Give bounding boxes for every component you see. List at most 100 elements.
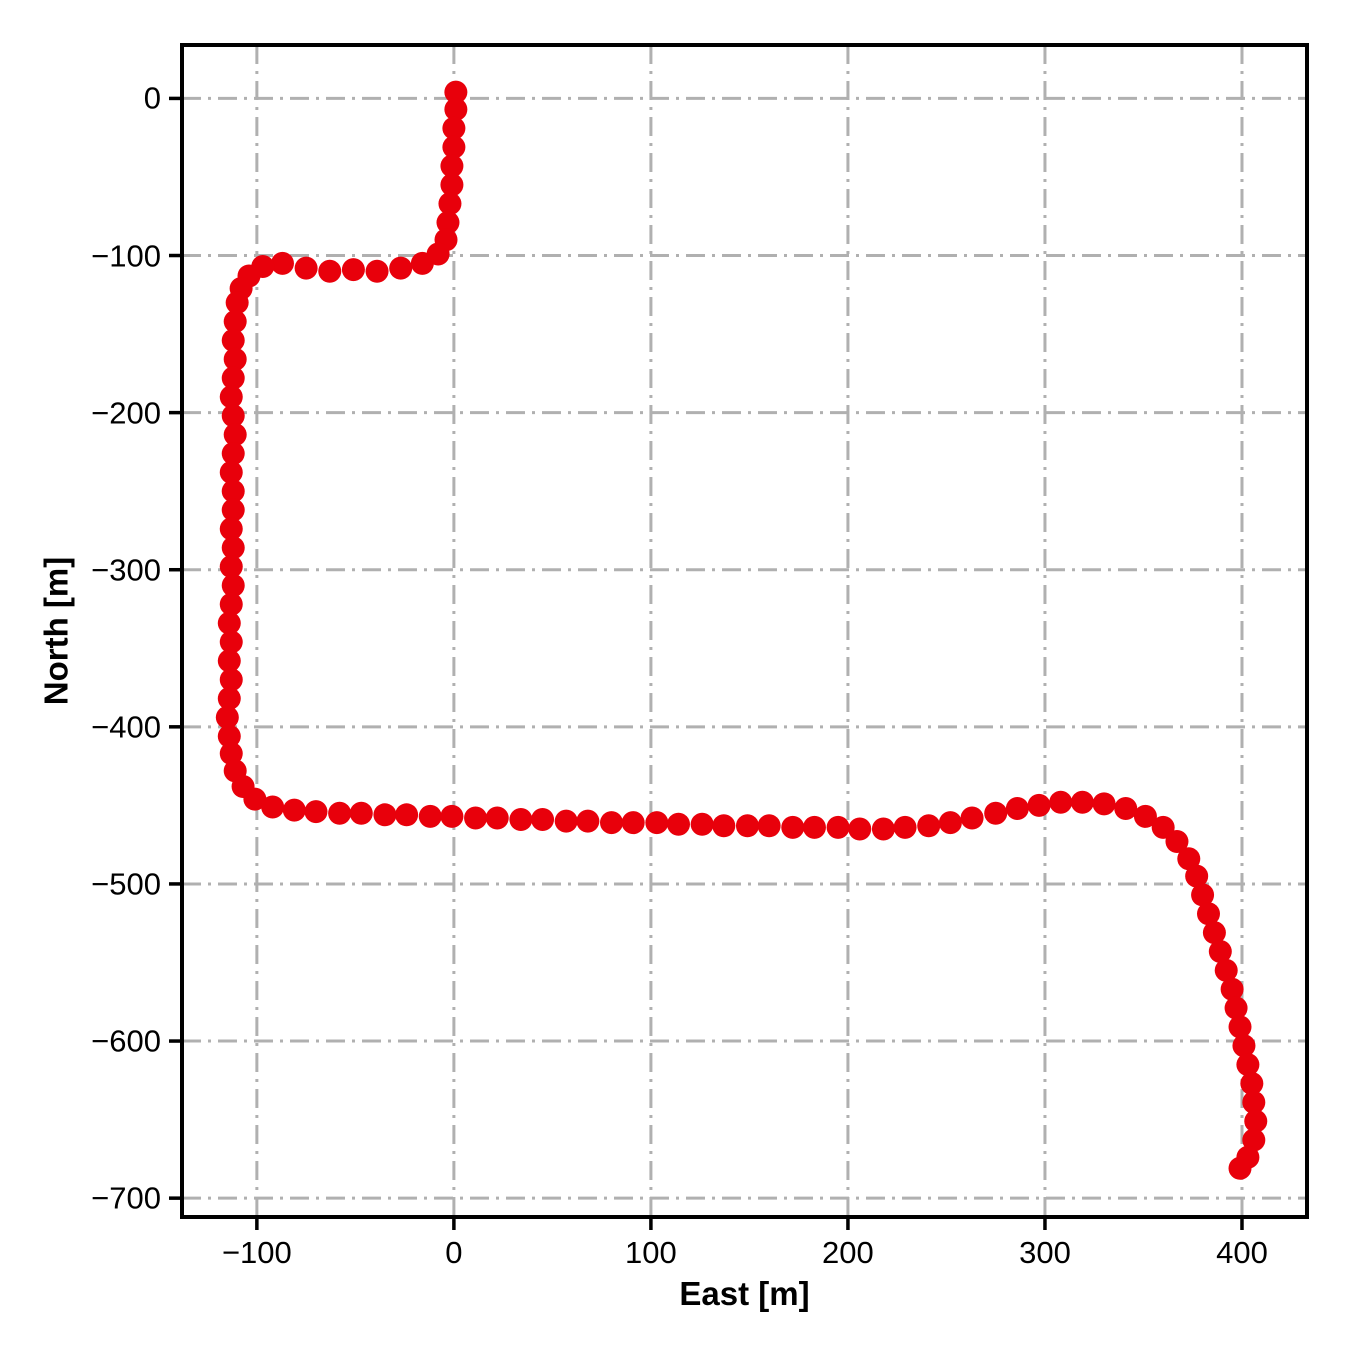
trajectory-point bbox=[442, 135, 466, 159]
trajectory-point bbox=[1005, 797, 1029, 821]
trajectory-point bbox=[1027, 793, 1051, 817]
trajectory-point bbox=[1133, 804, 1157, 828]
trajectory-point bbox=[1220, 977, 1244, 1001]
trajectory-point bbox=[1240, 1071, 1264, 1095]
trajectory-point bbox=[531, 808, 555, 832]
trajectory-point bbox=[436, 211, 460, 235]
trajectory-point bbox=[1151, 815, 1175, 839]
trajectory-point bbox=[219, 668, 243, 692]
trajectory-point bbox=[1165, 830, 1189, 854]
y-tick-label: −700 bbox=[91, 1180, 161, 1216]
trajectory-point bbox=[221, 441, 245, 465]
trajectory-point bbox=[341, 258, 365, 282]
y-axis-label: North [m] bbox=[37, 556, 75, 706]
trajectory-point bbox=[666, 812, 690, 836]
y-tick-label: 0 bbox=[143, 80, 161, 116]
trajectory-point bbox=[1242, 1090, 1266, 1114]
trajectory-point bbox=[735, 814, 759, 838]
trajectory-point bbox=[440, 804, 464, 828]
trajectory-point bbox=[621, 811, 645, 835]
trajectory-point bbox=[690, 812, 714, 836]
x-tick-label: 300 bbox=[1019, 1235, 1071, 1270]
trajectory-point bbox=[712, 814, 736, 838]
trajectory-point bbox=[223, 310, 247, 334]
trajectory-point bbox=[294, 256, 318, 280]
trajectory-point bbox=[373, 803, 397, 827]
x-tick-label: 400 bbox=[1216, 1235, 1268, 1270]
trajectory-point bbox=[282, 798, 306, 822]
trajectory-point bbox=[1232, 1034, 1256, 1058]
trajectory-point bbox=[917, 814, 941, 838]
trajectory-point bbox=[1114, 797, 1138, 821]
trajectory-point bbox=[554, 809, 578, 833]
trajectory-point bbox=[1196, 902, 1220, 926]
trajectory-point bbox=[219, 742, 243, 766]
trajectory-point bbox=[221, 404, 245, 428]
trajectory-point bbox=[1177, 847, 1201, 871]
trajectory-point bbox=[219, 592, 243, 616]
trajectory-point bbox=[442, 116, 466, 140]
trajectory-point bbox=[1242, 1128, 1266, 1152]
trajectory-point bbox=[349, 801, 373, 825]
x-axis-label: East [m] bbox=[679, 1275, 810, 1312]
x-tick-label: 100 bbox=[625, 1235, 677, 1270]
trajectory-point bbox=[1049, 790, 1073, 814]
trajectory-point bbox=[365, 259, 389, 283]
trajectory-point bbox=[243, 787, 267, 811]
x-tick-label: 200 bbox=[822, 1235, 874, 1270]
trajectory-point bbox=[1208, 939, 1232, 963]
plot-spines bbox=[180, 43, 1309, 1219]
trajectory-point bbox=[219, 555, 243, 579]
trajectory-point bbox=[938, 811, 962, 835]
trajectory-point bbox=[217, 611, 241, 635]
trajectory-point bbox=[1244, 1109, 1268, 1133]
trajectory-point bbox=[645, 811, 669, 835]
trajectory-point bbox=[221, 498, 245, 522]
trajectory-point bbox=[221, 366, 245, 390]
trajectory-point bbox=[757, 814, 781, 838]
trajectory-point bbox=[225, 291, 249, 315]
trajectory-point bbox=[318, 259, 342, 283]
trajectory-point bbox=[1070, 790, 1094, 814]
trajectory-point bbox=[960, 806, 984, 830]
trajectory-point bbox=[1224, 996, 1248, 1020]
x-tick-label: 0 bbox=[445, 1235, 463, 1270]
trajectory-point bbox=[219, 385, 243, 409]
trajectory-point bbox=[1185, 864, 1209, 888]
y-tick-label: −600 bbox=[91, 1023, 161, 1059]
trajectory-point bbox=[328, 801, 352, 825]
trajectory-point bbox=[304, 800, 328, 824]
trajectory-point bbox=[1191, 883, 1215, 907]
trajectory-point bbox=[984, 801, 1008, 825]
trajectory-point bbox=[438, 192, 462, 216]
trajectory-point bbox=[270, 251, 294, 275]
trajectory-point bbox=[217, 649, 241, 673]
trajectory-point bbox=[418, 804, 442, 828]
trajectory-point bbox=[219, 517, 243, 541]
trajectory-point bbox=[389, 256, 413, 280]
trajectory-point bbox=[509, 808, 533, 832]
trajectory-point bbox=[221, 573, 245, 597]
trajectory-point bbox=[848, 817, 872, 841]
trajectory-point bbox=[440, 173, 464, 197]
trajectory-point bbox=[261, 795, 285, 819]
y-tick-label: −400 bbox=[91, 709, 161, 745]
trajectory-point bbox=[464, 806, 488, 830]
trajectory-point bbox=[893, 815, 917, 839]
y-tick-label: −500 bbox=[91, 866, 161, 902]
trajectory-point bbox=[223, 423, 247, 447]
trajectory-point bbox=[221, 479, 245, 503]
trajectory-point bbox=[576, 809, 600, 833]
trajectory-point bbox=[223, 347, 247, 371]
trajectory-point bbox=[1214, 958, 1238, 982]
trajectory-point bbox=[444, 97, 468, 121]
y-tick-label: −200 bbox=[91, 395, 161, 431]
trajectory-point bbox=[1228, 1156, 1252, 1180]
trajectory-point bbox=[1236, 1053, 1260, 1077]
trajectory-point bbox=[221, 328, 245, 352]
trajectory-point bbox=[826, 815, 850, 839]
trajectory-point bbox=[600, 811, 624, 835]
trajectory-point bbox=[1092, 792, 1116, 816]
